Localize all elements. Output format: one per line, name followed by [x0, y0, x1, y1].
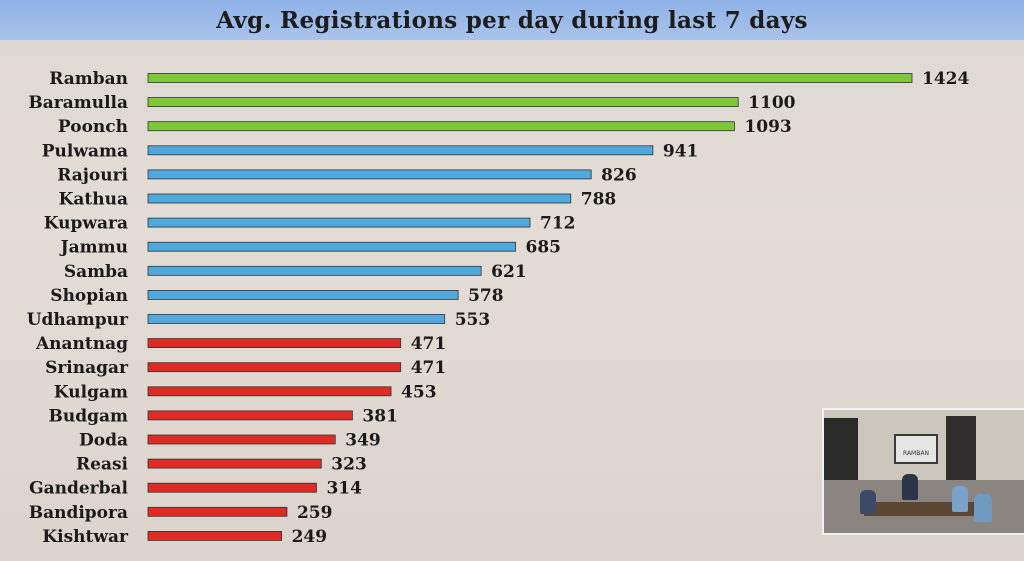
value-label: 685: [526, 238, 562, 258]
bar: [147, 73, 913, 83]
value-label: 471: [411, 334, 447, 354]
inset-board-text: RAMBAN: [903, 450, 929, 457]
chart-title-bar: Avg. Registrations per day during last 7…: [0, 0, 1024, 40]
value-label: 553: [455, 310, 491, 330]
value-label: 381: [362, 406, 398, 426]
category-label: Jammu: [59, 238, 128, 258]
chart-title: Avg. Registrations per day during last 7…: [216, 6, 808, 34]
bar: [147, 241, 516, 252]
category-label: Kishtwar: [42, 527, 129, 547]
value-label: 712: [540, 214, 576, 234]
category-label: Ramban: [49, 69, 128, 89]
value-label: 621: [491, 262, 527, 282]
bar: [147, 265, 482, 276]
inset-person: [974, 494, 992, 522]
category-label: Budgam: [48, 406, 128, 426]
category-label: Kulgam: [54, 382, 128, 402]
category-label: Kathua: [59, 190, 128, 210]
value-label: 259: [297, 503, 333, 523]
inset-name-board: RAMBAN: [894, 434, 938, 464]
category-label: Pulwama: [42, 141, 128, 161]
category-label: Udhampur: [27, 310, 129, 330]
value-label: 249: [292, 527, 328, 547]
bar: [147, 386, 392, 397]
category-label: Baramulla: [28, 93, 128, 113]
category-label: Shopian: [50, 286, 128, 306]
bar: [147, 434, 336, 445]
value-label: 1100: [748, 93, 795, 113]
bar: [147, 97, 739, 107]
inset-person: [860, 490, 876, 514]
video-inset: RAMBAN: [822, 408, 1024, 535]
category-label: Bandipora: [29, 503, 128, 523]
bar: [147, 169, 592, 180]
category-label: Anantnag: [35, 334, 128, 354]
value-label: 323: [331, 455, 367, 475]
value-label: 349: [345, 431, 381, 451]
category-label: Rajouri: [57, 165, 128, 185]
category-label: Srinagar: [45, 358, 129, 378]
value-label: 314: [326, 479, 362, 499]
category-label: Reasi: [76, 455, 129, 475]
value-label: 788: [581, 190, 617, 210]
bar: [147, 145, 654, 156]
bar: [147, 458, 322, 469]
category-label: Ganderbal: [29, 479, 128, 499]
value-label: 471: [411, 358, 447, 378]
value-label: 578: [468, 286, 504, 306]
bar: [147, 314, 446, 324]
bar: [147, 531, 282, 541]
bar: [147, 482, 317, 493]
inset-person: [952, 486, 968, 512]
bar: [147, 362, 402, 373]
value-label: 453: [401, 382, 437, 402]
category-label: Samba: [64, 262, 128, 282]
value-label: 941: [663, 141, 699, 161]
bar: [147, 338, 402, 349]
value-label: 1093: [744, 117, 791, 137]
category-label: Doda: [79, 431, 128, 451]
inset-curtain-left: [824, 418, 858, 490]
inset-person: [902, 474, 918, 500]
category-label: Kupwara: [44, 214, 128, 234]
value-label: 826: [601, 165, 637, 185]
bar: [147, 217, 531, 228]
category-label: Poonch: [58, 117, 128, 137]
bar: [147, 289, 459, 300]
bar: [147, 506, 288, 517]
bar: [147, 410, 353, 421]
bar: [147, 121, 735, 132]
bar: [147, 193, 572, 204]
value-label: 1424: [922, 69, 969, 89]
inset-curtain-right: [946, 416, 976, 486]
